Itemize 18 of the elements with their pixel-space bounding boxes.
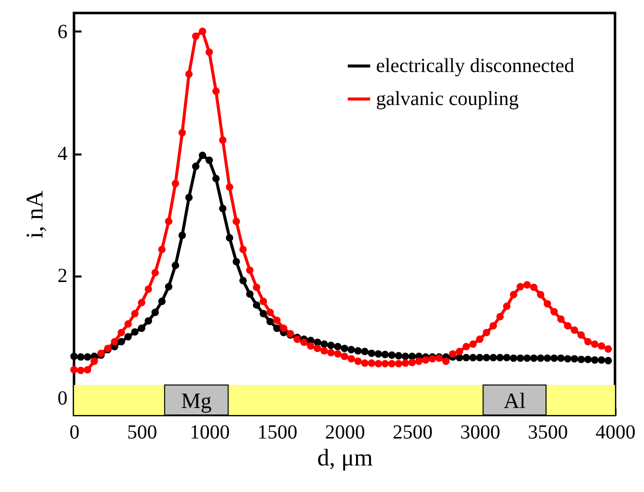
x-tick-label: 1000 xyxy=(190,422,230,444)
legend-label: electrically disconnected xyxy=(376,55,574,77)
y-tick-label: 4 xyxy=(58,143,68,166)
y-tick-label: 0 xyxy=(58,387,68,410)
y-axis-title: i, nA xyxy=(22,190,48,238)
x-tick-label: 4000 xyxy=(596,422,636,444)
y-tick-label: 2 xyxy=(58,265,68,288)
x-tick-label: 2500 xyxy=(392,422,433,444)
x-axis-title: d, μm xyxy=(317,446,374,472)
x-tick-label: 1500 xyxy=(257,422,298,444)
band-label: Al xyxy=(504,388,526,413)
band-label: Mg xyxy=(181,388,212,413)
x-tick-label: 500 xyxy=(127,422,158,444)
legend-label: galvanic coupling xyxy=(376,88,519,110)
x-tick-label: 3500 xyxy=(528,422,568,444)
x-tick-label: 2000 xyxy=(325,422,365,444)
x-tick-label: 3000 xyxy=(460,422,500,444)
y-tick-label: 6 xyxy=(58,20,68,43)
